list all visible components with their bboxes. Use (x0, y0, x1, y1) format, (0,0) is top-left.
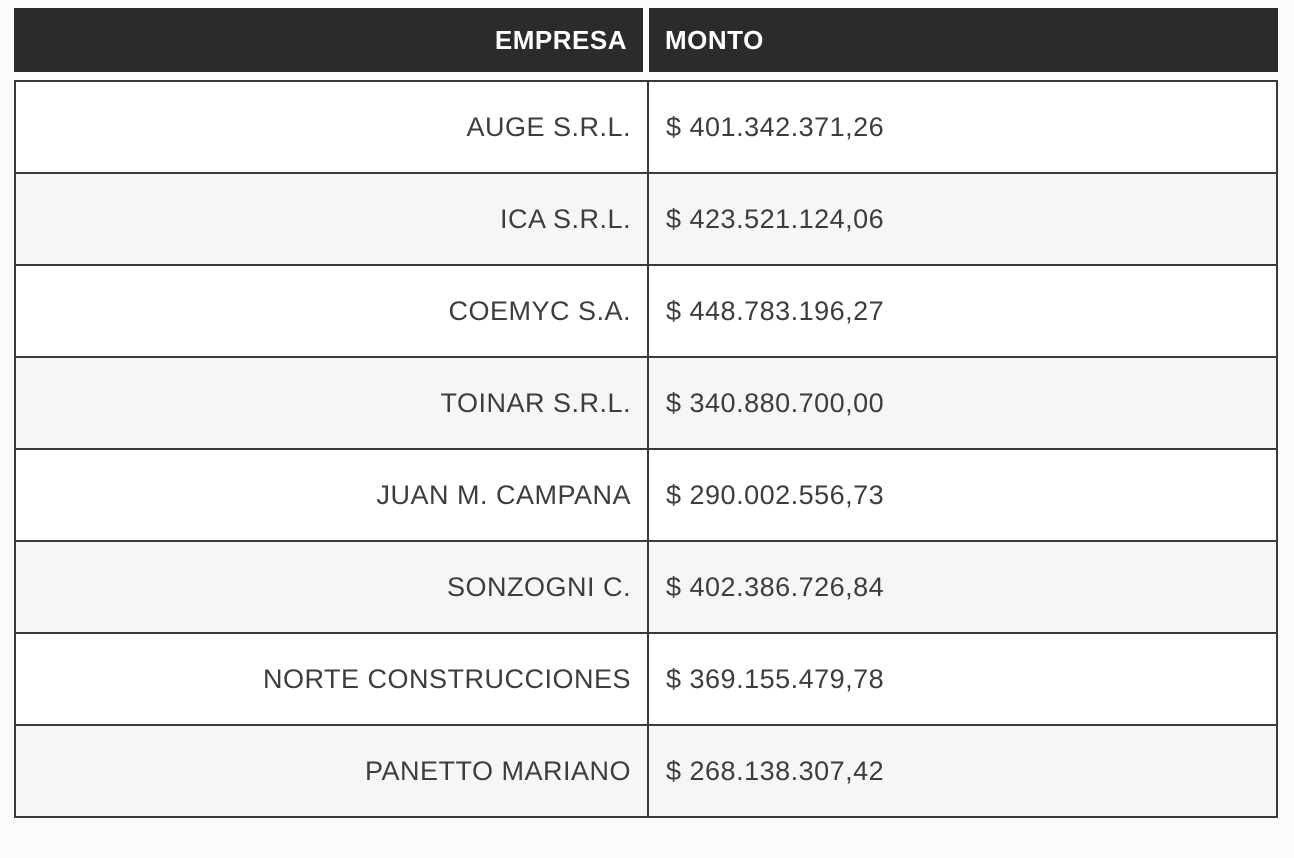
table-header-row: EMPRESA MONTO (14, 8, 1278, 72)
empresa-cell: SONZOGNI C. (15, 541, 649, 633)
table-row: AUGE S.R.L. $ 401.342.371,26 (15, 81, 1277, 173)
table-row: ICA S.R.L. $ 423.521.124,06 (15, 173, 1277, 265)
column-header-empresa: EMPRESA (14, 8, 643, 72)
empresa-cell: NORTE CONSTRUCCIONES (15, 633, 649, 725)
monto-cell: $ 268.138.307,42 (666, 755, 885, 786)
table-row: JUAN M. CAMPANA $ 290.002.556,73 (15, 449, 1277, 541)
empresa-cell: ICA S.R.L. (15, 173, 649, 265)
table-row: PANETTO MARIANO $ 268.138.307,42 (15, 725, 1277, 817)
empresa-cell: JUAN M. CAMPANA (15, 449, 649, 541)
monto-cell: $ 290.002.556,73 (666, 479, 885, 510)
monto-cell: $ 401.342.371,26 (666, 111, 885, 142)
empresa-cell: COEMYC S.A. (15, 265, 649, 357)
empresa-cell: AUGE S.R.L. (15, 81, 649, 173)
column-header-monto: MONTO (649, 8, 1278, 72)
monto-cell: $ 423.521.124,06 (666, 203, 885, 234)
table-row: COEMYC S.A. $ 448.783.196,27 (15, 265, 1277, 357)
empresa-monto-table: EMPRESA MONTO AUGE S.R.L. $ 401.342.371,2… (14, 8, 1278, 818)
table-row: NORTE CONSTRUCCIONES $ 369.155.479,78 (15, 633, 1277, 725)
monto-cell: $ 369.155.479,78 (666, 663, 885, 694)
monto-cell: $ 402.386.726,84 (666, 571, 885, 602)
monto-cell: $ 448.783.196,27 (666, 295, 885, 326)
table-row: SONZOGNI C. $ 402.386.726,84 (15, 541, 1277, 633)
table-body: AUGE S.R.L. $ 401.342.371,26 ICA S.R.L. $ 4… (14, 80, 1278, 818)
empresa-cell: TOINAR S.R.L. (15, 357, 649, 449)
table-row: TOINAR S.R.L. $ 340.880.700,00 (15, 357, 1277, 449)
empresa-cell: PANETTO MARIANO (15, 725, 649, 817)
monto-cell: $ 340.880.700,00 (666, 387, 885, 418)
